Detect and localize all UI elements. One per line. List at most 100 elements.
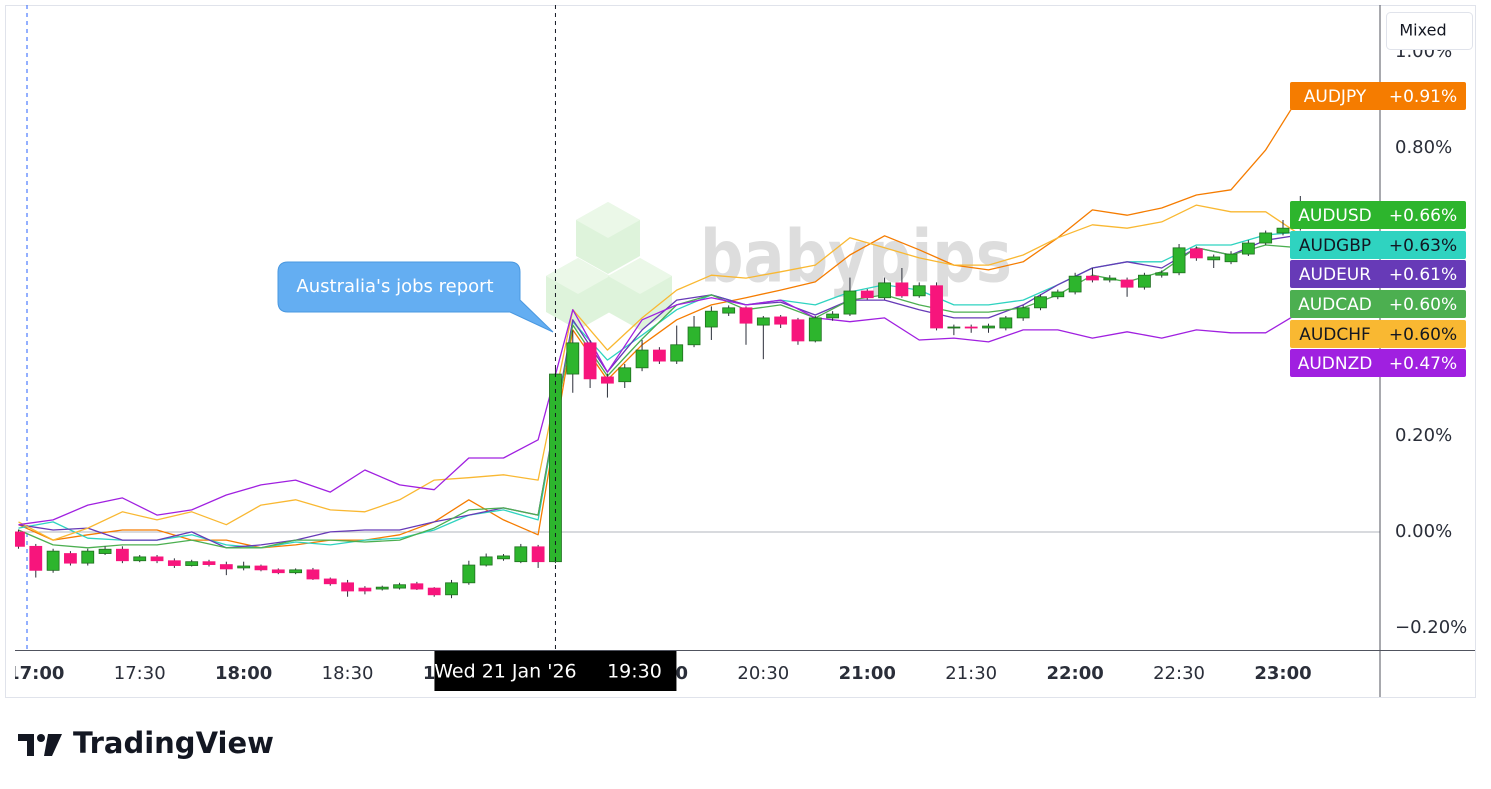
candle-body bbox=[323, 578, 337, 585]
plot-area bbox=[15, 94, 1380, 599]
x-tick-label: 17:30 bbox=[114, 663, 166, 684]
candle-body bbox=[1172, 247, 1186, 274]
badge-name: AUDNZD bbox=[1298, 354, 1373, 374]
badge-name: AUDEUR bbox=[1299, 265, 1371, 285]
candle-body bbox=[254, 565, 268, 571]
candle-body bbox=[1259, 232, 1273, 244]
candle-body bbox=[202, 561, 216, 565]
watermark-cube-top bbox=[608, 258, 672, 294]
candle-body bbox=[1034, 296, 1047, 309]
candle-body bbox=[81, 550, 95, 564]
candle-body bbox=[808, 317, 822, 342]
candle-body bbox=[410, 583, 424, 590]
candle-body bbox=[566, 342, 580, 375]
last-value-badges: AUDJPY +0.91% AUDUSD +0.66% AUDGBP +0.63% AUDE… bbox=[1290, 82, 1466, 377]
candle-body bbox=[1086, 275, 1099, 281]
x-tick-label: 21:00 bbox=[839, 663, 896, 684]
candle-body bbox=[878, 282, 891, 299]
candle-body bbox=[1155, 272, 1169, 276]
candle-body bbox=[64, 553, 77, 564]
x-tick-label: 20:30 bbox=[737, 663, 789, 684]
candle-body bbox=[46, 550, 60, 571]
candle-body bbox=[219, 564, 233, 570]
candle-body bbox=[1241, 242, 1255, 255]
candle-body bbox=[756, 317, 770, 326]
x-tick-label: 17:00 bbox=[7, 663, 64, 684]
candle-body bbox=[635, 349, 649, 369]
candle-body bbox=[1120, 279, 1134, 288]
candle-body bbox=[774, 316, 788, 325]
crosshair-time: 19:30 bbox=[607, 661, 662, 683]
y-tick-label: 0.20% bbox=[1395, 425, 1452, 446]
badge-value: +0.91% bbox=[1389, 87, 1457, 107]
crosshair: Wed 21 Jan '26 19:30 bbox=[434, 5, 677, 691]
candle-body bbox=[393, 584, 406, 589]
candle-body bbox=[445, 582, 458, 596]
candle-body bbox=[479, 556, 493, 566]
candle-body bbox=[514, 546, 528, 563]
candle-body bbox=[358, 587, 372, 592]
candle-body bbox=[982, 325, 995, 329]
candle-body bbox=[826, 313, 840, 319]
mode-button-box[interactable] bbox=[1386, 12, 1473, 50]
callout-bubble bbox=[277, 261, 554, 333]
x-tick-label: 18:00 bbox=[215, 663, 272, 684]
watermark-cube bbox=[546, 258, 610, 330]
candle-body bbox=[722, 307, 736, 314]
candle-body bbox=[29, 545, 43, 571]
candle-body bbox=[583, 342, 597, 380]
candle-body bbox=[912, 285, 926, 297]
badge-box bbox=[1290, 260, 1466, 288]
candle-body bbox=[1051, 291, 1065, 298]
watermark-text: babypips bbox=[700, 215, 1012, 299]
candle-body bbox=[895, 282, 909, 297]
mode-button[interactable]: Mixed bbox=[1386, 12, 1473, 50]
watermark-cube-top bbox=[546, 258, 610, 294]
crosshair-label-box bbox=[434, 651, 677, 691]
candle-body bbox=[497, 555, 510, 560]
badge-box bbox=[1290, 349, 1466, 377]
watermark-cube bbox=[608, 258, 672, 330]
compare-line bbox=[18, 94, 1301, 549]
candle-body bbox=[306, 569, 320, 580]
x-tick-label: 23:00 bbox=[1254, 663, 1311, 684]
badge-name: AUDCHF bbox=[1299, 325, 1371, 345]
candle-body bbox=[1016, 307, 1030, 319]
badge-box bbox=[1290, 231, 1466, 259]
candle-body bbox=[1138, 274, 1151, 288]
x-tick-label: 22:30 bbox=[1153, 663, 1205, 684]
y-tick-label: −0.20% bbox=[1395, 617, 1467, 638]
candle-body bbox=[427, 587, 441, 596]
candle-body bbox=[843, 290, 857, 315]
x-tick-label: 22:00 bbox=[1046, 663, 1103, 684]
badge-value: +0.66% bbox=[1389, 206, 1457, 226]
badge-value: +0.61% bbox=[1389, 265, 1457, 285]
badge-name: AUDUSD bbox=[1298, 206, 1372, 226]
mode-button-text[interactable]: Mixed bbox=[1399, 21, 1446, 40]
candle-body bbox=[687, 326, 701, 346]
candle-body bbox=[15, 531, 25, 547]
badge-box bbox=[1290, 320, 1466, 348]
chart-frame bbox=[5, 5, 1476, 698]
candle-body bbox=[739, 307, 753, 324]
candle-body bbox=[670, 344, 684, 362]
candle-body bbox=[133, 556, 147, 562]
callout-text: Australia's jobs report bbox=[296, 276, 493, 297]
candle-body bbox=[964, 326, 978, 329]
badge-box bbox=[1290, 82, 1466, 110]
candle-body bbox=[150, 556, 164, 562]
badge-name: AUDCAD bbox=[1298, 295, 1372, 315]
badge-value: +0.60% bbox=[1389, 295, 1457, 315]
candle-body bbox=[531, 546, 545, 563]
candle-body bbox=[185, 561, 199, 566]
annotation-callout: Australia's jobs report bbox=[277, 261, 554, 333]
badge-name: AUDJPY bbox=[1304, 87, 1367, 107]
candle-body bbox=[618, 367, 632, 383]
candle-body bbox=[999, 317, 1013, 329]
y-tick-label: 0.00% bbox=[1395, 521, 1452, 542]
badge-name: AUDGBP bbox=[1299, 236, 1371, 256]
candle-body bbox=[1224, 253, 1238, 263]
candle-body bbox=[271, 569, 285, 574]
badge-box bbox=[1290, 201, 1466, 229]
